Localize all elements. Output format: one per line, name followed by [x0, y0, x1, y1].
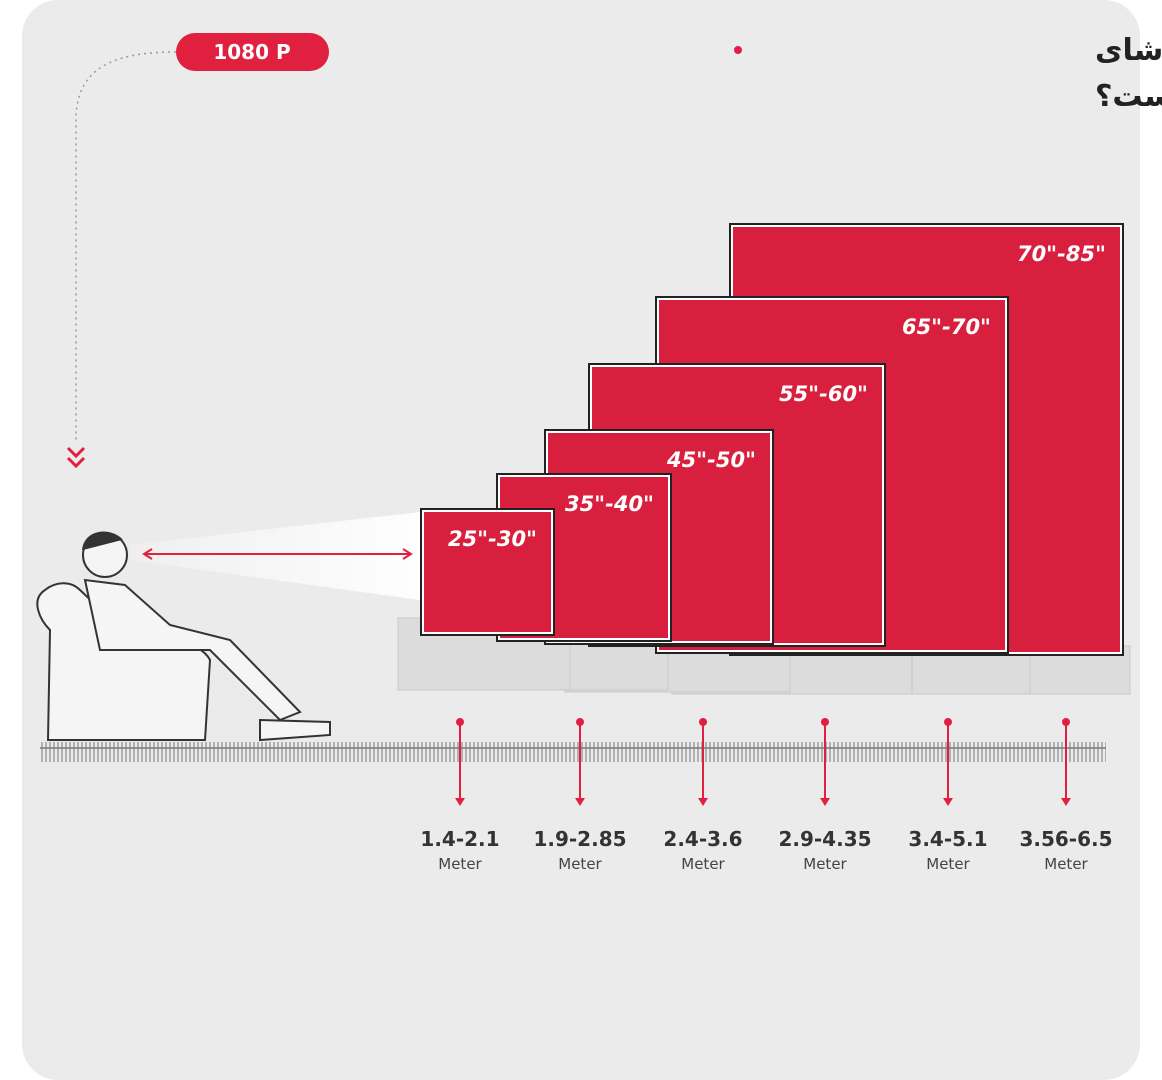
badge — [176, 33, 329, 71]
distance: 3.56-6.5 — [1019, 827, 1112, 851]
tv-size: 55"-60" — [779, 382, 868, 406]
title-line: بهترین فاصله تماشای — [1095, 33, 1162, 68]
badge-text: 1080 P — [213, 40, 290, 64]
title-line: تلویزیون چند متراست؟ — [1095, 79, 1162, 114]
arrow-head — [1061, 798, 1071, 806]
arrow-head — [575, 798, 585, 806]
unit: Meter — [926, 855, 970, 873]
tv-size: 45"-50" — [666, 448, 756, 472]
tv-screen — [424, 512, 551, 632]
view-beam — [130, 512, 420, 600]
distance: 2.4-3.6 — [663, 827, 742, 851]
unit: Meter — [681, 855, 725, 873]
arrow-head — [943, 798, 953, 806]
unit: Meter — [558, 855, 602, 873]
distance: 2.9-4.35 — [778, 827, 871, 851]
tv-size: 70"-85" — [1017, 242, 1106, 266]
distance-arrows — [142, 548, 413, 560]
floor — [40, 742, 1106, 762]
unit: Meter — [438, 855, 482, 873]
arrow-head — [455, 798, 465, 806]
arrow-down — [66, 446, 86, 469]
distance: 1.9-2.85 — [533, 827, 626, 851]
tv-size: 65"-70" — [902, 315, 991, 339]
distance: 3.4-5.1 — [908, 827, 987, 851]
tv-size: 25"-30" — [448, 527, 537, 551]
distance: 1.4-2.1 — [420, 827, 499, 851]
unit: Meter — [1044, 855, 1088, 873]
dot — [734, 46, 742, 54]
arrow-head — [698, 798, 708, 806]
viewer — [36, 531, 331, 742]
arrow-head — [820, 798, 830, 806]
unit: Meter — [803, 855, 847, 873]
tv-size: 35"-40" — [565, 492, 654, 516]
